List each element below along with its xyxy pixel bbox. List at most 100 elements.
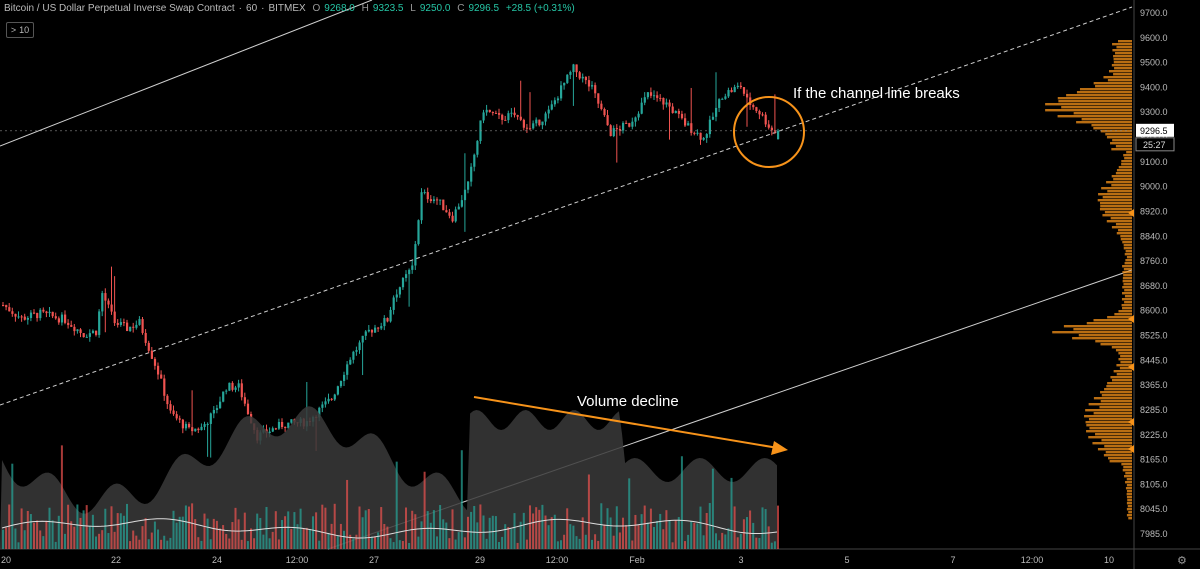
candle-body bbox=[563, 82, 566, 86]
candle-body bbox=[101, 293, 104, 312]
volume-bar bbox=[246, 541, 249, 549]
volume-bar bbox=[302, 528, 305, 549]
volume-bar bbox=[358, 506, 361, 549]
volume-profile-bar bbox=[1093, 397, 1132, 400]
interval-label[interactable]: 60 bbox=[246, 3, 258, 14]
candle-body bbox=[191, 427, 194, 432]
candle-body bbox=[287, 422, 290, 428]
profile-marker bbox=[1128, 418, 1134, 426]
candle-body bbox=[724, 96, 727, 99]
candle-body bbox=[113, 311, 116, 324]
volume-bar bbox=[141, 526, 144, 549]
candle-body bbox=[566, 74, 569, 83]
symbol-name[interactable]: Bitcoin / US Dollar Perpetual Inverse Sw… bbox=[4, 3, 235, 14]
volume-bar bbox=[612, 535, 615, 549]
volume-bar bbox=[191, 503, 194, 549]
candle-body bbox=[507, 113, 510, 121]
time-tick-label: 27 bbox=[369, 555, 379, 565]
gear-icon[interactable]: ⚙ bbox=[1177, 555, 1187, 567]
candle-body bbox=[219, 401, 222, 409]
volume-bar bbox=[730, 477, 733, 549]
volume-profile-bar bbox=[1124, 289, 1132, 292]
price-tick-label: 9300.0 bbox=[1140, 107, 1168, 117]
candle-body bbox=[160, 374, 163, 379]
volume-bar bbox=[29, 514, 32, 549]
candle-body bbox=[88, 333, 91, 337]
volume-bar bbox=[104, 508, 107, 549]
candle-body bbox=[581, 76, 584, 79]
volume-bar bbox=[336, 536, 339, 549]
volume-bar bbox=[54, 541, 57, 549]
upper-channel-line bbox=[0, 0, 373, 147]
volume-profile-bar bbox=[1106, 220, 1132, 223]
candle-body bbox=[23, 316, 26, 320]
volume-bar bbox=[231, 522, 234, 549]
candle-body bbox=[70, 325, 73, 327]
candle-body bbox=[510, 112, 513, 114]
volume-profile-bar bbox=[1114, 52, 1132, 55]
candle-body bbox=[126, 322, 129, 331]
volume-bar bbox=[377, 532, 380, 549]
volume-bar bbox=[479, 504, 482, 549]
volume-profile-bar bbox=[1057, 115, 1132, 118]
candle-body bbox=[395, 294, 398, 298]
volume-bar bbox=[634, 514, 637, 549]
volume-bar bbox=[169, 537, 172, 549]
candle-body bbox=[361, 335, 364, 343]
volume-profile-bar bbox=[1111, 64, 1132, 67]
volume-bar bbox=[563, 534, 566, 549]
volume-bar bbox=[705, 513, 708, 549]
candle-body bbox=[547, 109, 550, 114]
candle-body bbox=[194, 428, 197, 432]
candle-body bbox=[234, 387, 237, 390]
time-tick-label: 12:00 bbox=[286, 555, 309, 565]
volume-profile-bar bbox=[1099, 208, 1132, 211]
volume-profile-bar bbox=[1112, 139, 1132, 142]
volume-bar bbox=[721, 532, 724, 549]
price-tick-label: 8920.0 bbox=[1140, 206, 1168, 216]
volume-profile-bar bbox=[1112, 49, 1132, 52]
volume-bar bbox=[209, 539, 212, 549]
volume-bar bbox=[64, 533, 66, 549]
volume-profile-bar bbox=[1126, 256, 1132, 259]
volume-profile-bar bbox=[1091, 124, 1132, 127]
candle-body bbox=[758, 111, 761, 115]
candle-body bbox=[157, 365, 160, 375]
volume-bar bbox=[39, 530, 42, 549]
candle-body bbox=[721, 98, 724, 100]
volume-bar bbox=[26, 510, 29, 549]
candle-body bbox=[147, 342, 150, 351]
volume-bar bbox=[519, 521, 522, 549]
candle-body bbox=[482, 112, 485, 121]
volume-profile-bar bbox=[1061, 106, 1132, 109]
volume-bar bbox=[312, 516, 314, 549]
volume-bar bbox=[553, 514, 556, 549]
volume-bar bbox=[699, 506, 702, 549]
price-tick-label: 7985.0 bbox=[1140, 529, 1168, 539]
candle-body bbox=[398, 287, 401, 295]
candle-body bbox=[240, 383, 243, 398]
volume-bar bbox=[767, 526, 770, 549]
candle-body bbox=[770, 127, 773, 131]
chevron-right-icon: > bbox=[10, 25, 17, 35]
volume-profile-bar bbox=[1124, 253, 1132, 256]
candle-body bbox=[135, 324, 138, 328]
indicator-collapse-button[interactable]: > 10 bbox=[6, 22, 34, 38]
volume-profile-bar bbox=[1110, 142, 1132, 145]
candle-body bbox=[330, 398, 333, 400]
volume-bar bbox=[653, 526, 655, 549]
volume-bar bbox=[11, 463, 14, 549]
volume-bar bbox=[566, 508, 569, 549]
volume-profile-bar bbox=[1085, 421, 1132, 424]
volume-profile-bar bbox=[1058, 100, 1132, 103]
volume-bar bbox=[426, 511, 429, 549]
time-tick-label: 12:00 bbox=[1021, 555, 1044, 565]
candle-body bbox=[504, 119, 507, 121]
price-tick-label: 8600.0 bbox=[1140, 306, 1168, 316]
volume-profile-bar bbox=[1101, 439, 1132, 442]
volume-bar bbox=[770, 542, 773, 549]
volume-bar bbox=[569, 524, 572, 549]
volume-profile-bar bbox=[1063, 325, 1132, 328]
volume-bar bbox=[79, 517, 82, 549]
